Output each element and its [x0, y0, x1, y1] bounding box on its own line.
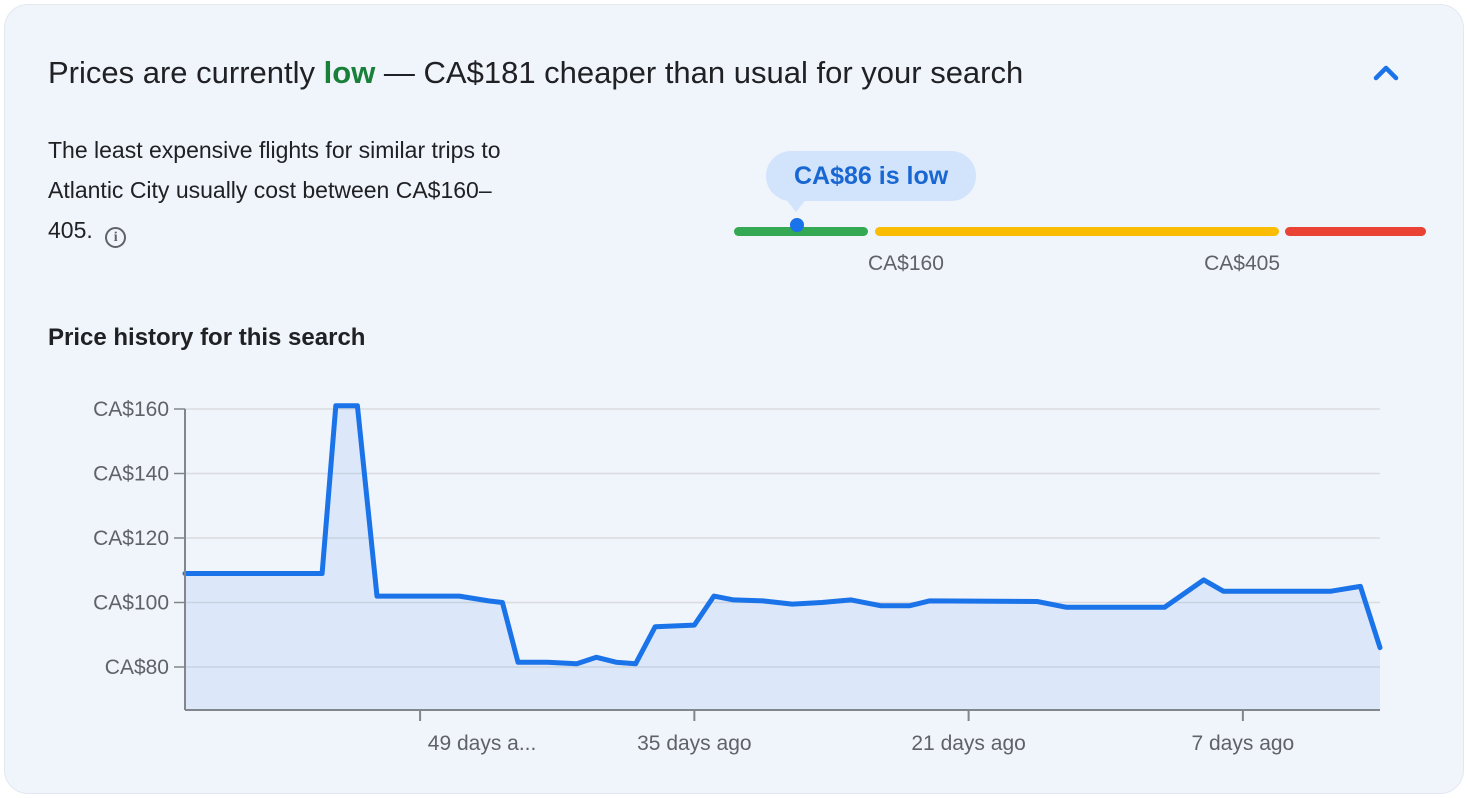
gauge-typical-segment	[875, 227, 1279, 236]
collapse-button[interactable]	[1366, 56, 1406, 92]
price-tooltip-label: CA$86 is low	[794, 161, 949, 190]
info-icon[interactable]: i	[105, 227, 127, 248]
y-axis-label: CA$140	[93, 463, 169, 486]
y-axis-label: CA$80	[105, 656, 169, 679]
price-range-description: The least expensive flights for similar …	[48, 130, 526, 250]
description-text: The least expensive flights for similar …	[48, 137, 501, 243]
gauge-low-segment	[734, 227, 868, 236]
title-highlight: low	[323, 55, 376, 90]
y-axis-label: CA$100	[93, 592, 169, 615]
page-title: Prices are currently low — CA$181 cheape…	[48, 52, 1308, 94]
chevron-up-icon	[1373, 64, 1399, 85]
x-axis-label: 49 days a...	[428, 732, 537, 755]
price-tooltip: CA$86 is low	[766, 151, 977, 201]
y-axis-label: CA$120	[93, 527, 169, 550]
price-history-chart: CA$160 CA$140 CA$120 CA$100 CA$80 49 days a..…	[93, 398, 1383, 755]
current-price-marker	[790, 218, 804, 232]
gauge-max-label: CA$405	[1204, 252, 1280, 275]
price-line	[182, 403, 1383, 667]
title-suffix: — CA$181 cheaper than usual for your sea…	[375, 55, 1024, 90]
y-axis-label: CA$160	[93, 398, 169, 421]
gauge-high-segment	[1285, 227, 1426, 236]
price-area	[185, 405, 1380, 710]
price-insights-card	[4, 4, 1464, 794]
price-gauge	[734, 218, 1426, 236]
title-prefix: Prices are currently	[48, 55, 324, 90]
tooltip-tail	[785, 198, 807, 212]
x-axis-label: 35 days ago	[637, 732, 751, 755]
gauge-min-label: CA$160	[868, 252, 944, 275]
x-axis-label: 7 days ago	[1191, 732, 1294, 755]
x-axis-label: 21 days ago	[911, 732, 1025, 755]
chart-title: Price history for this search	[48, 324, 366, 351]
